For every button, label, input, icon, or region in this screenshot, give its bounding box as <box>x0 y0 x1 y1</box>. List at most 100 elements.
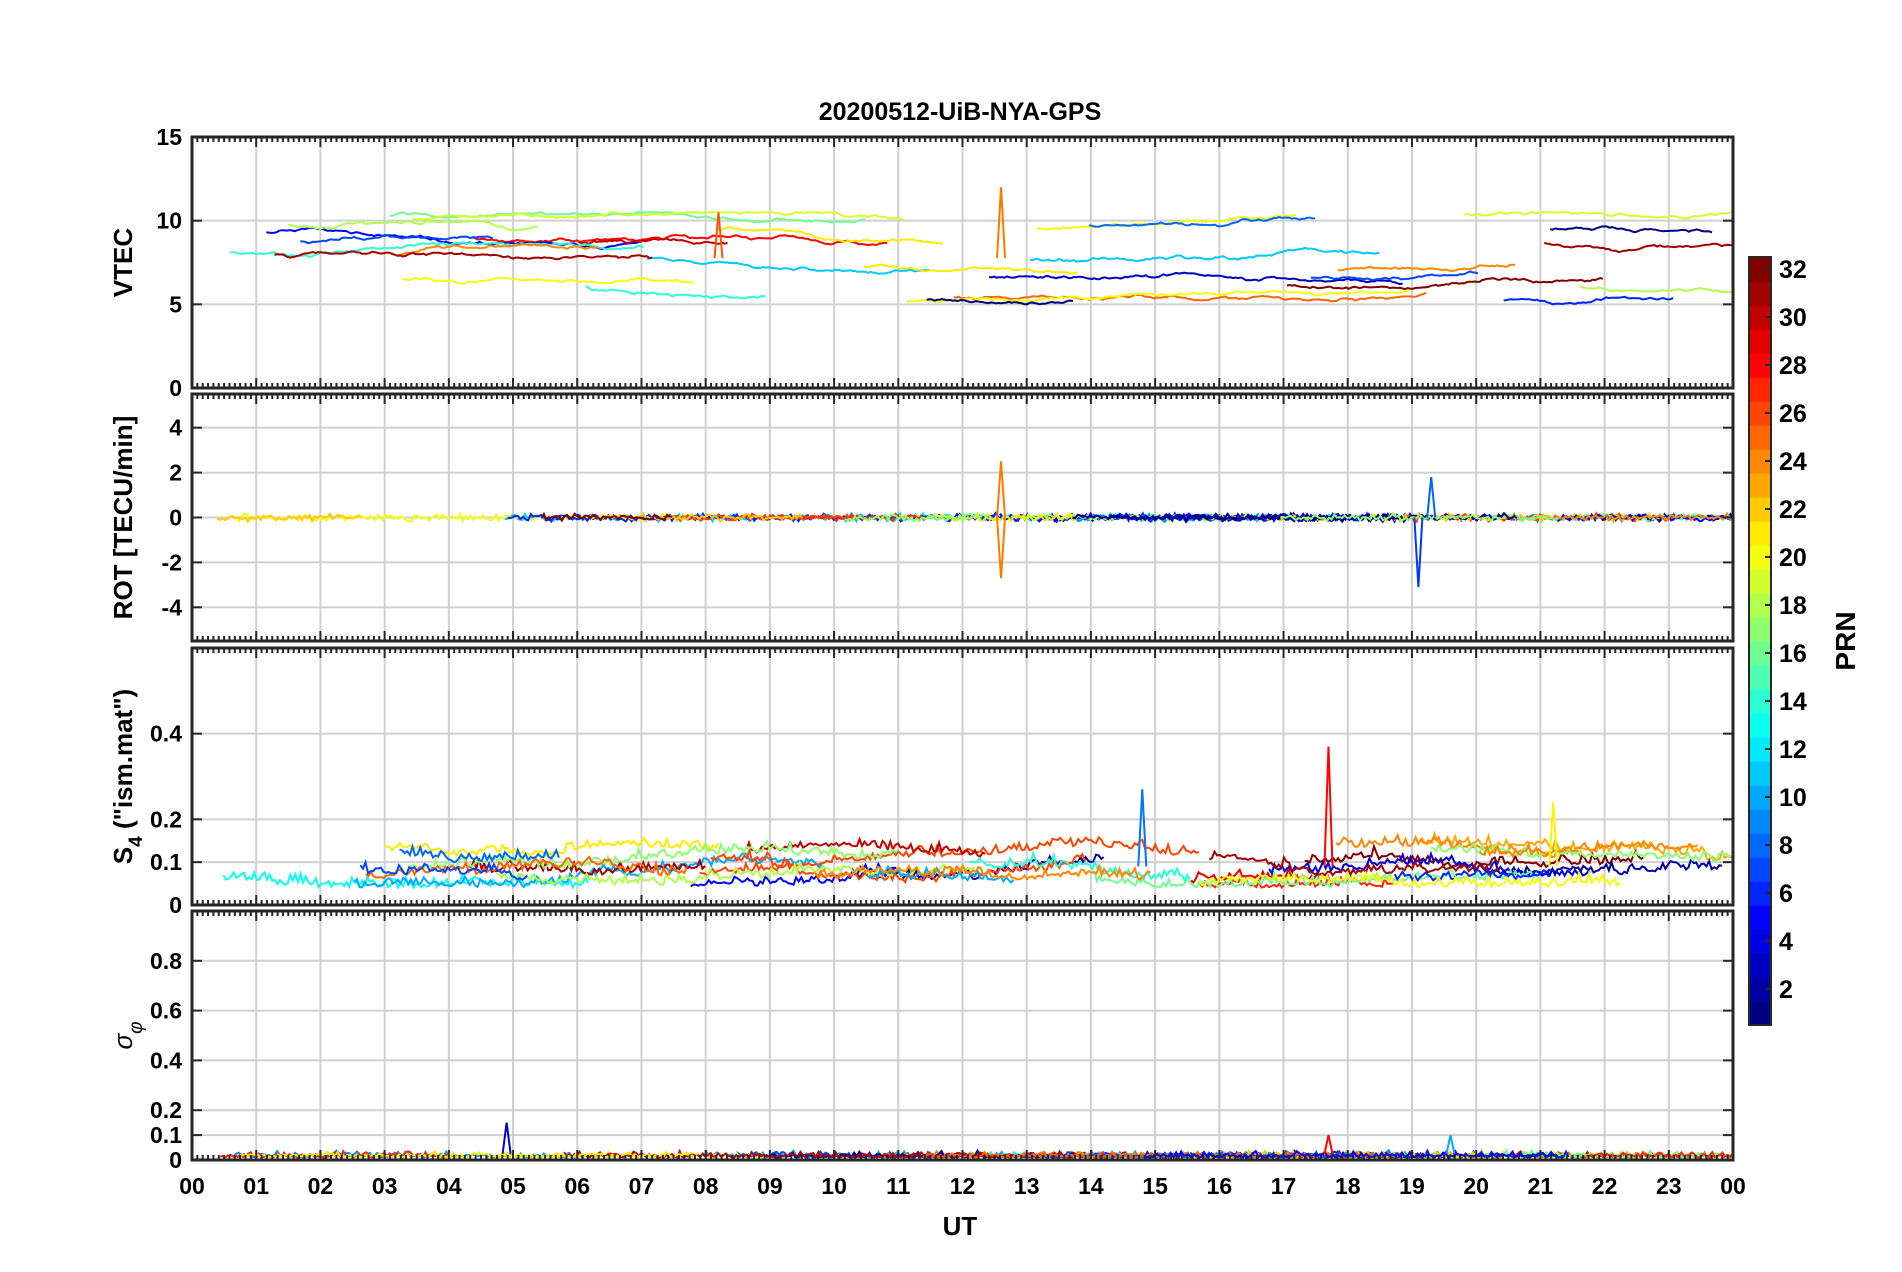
event-spike <box>1426 476 1437 518</box>
trace-prn-32 <box>540 511 673 523</box>
y-label-sub: φ <box>126 1021 147 1033</box>
colorbar-segment <box>1749 1001 1771 1026</box>
colorbar-segment <box>1749 881 1771 906</box>
event-spike <box>1548 802 1559 867</box>
colorbar-segment <box>1749 905 1771 930</box>
x-tick-label: 15 <box>1142 1173 1168 1199</box>
trace-prn-7 <box>1310 270 1479 282</box>
colorbar-tick-label: 28 <box>1779 352 1807 380</box>
x-tick-label: 21 <box>1528 1173 1554 1199</box>
y-tick-label: 5 <box>169 291 182 317</box>
y-label-main: σ <box>108 1033 138 1050</box>
trace-prn-20 <box>1036 214 1297 231</box>
event-spike <box>1137 789 1148 867</box>
traces-vtec <box>230 187 1732 306</box>
event-spike <box>1445 1134 1456 1154</box>
ticks-rot <box>191 394 1734 641</box>
colorbar-segment <box>1749 329 1771 354</box>
trace-prn-20 <box>906 289 1411 304</box>
y-tick-label: 4 <box>169 415 182 441</box>
trace-prn-17 <box>1280 512 1500 524</box>
x-tick-label: 17 <box>1271 1173 1297 1199</box>
grid-vtec <box>192 137 1733 388</box>
colorbar-segment <box>1749 713 1771 738</box>
colorbar-segment <box>1749 833 1771 858</box>
x-tick-label: 20 <box>1463 1173 1489 1199</box>
trace-prn-25 <box>365 855 688 879</box>
x-tick-label: 08 <box>693 1173 719 1199</box>
x-tick-label: 03 <box>372 1173 398 1199</box>
y-tick-label: 10 <box>156 208 182 234</box>
colorbar-segment <box>1749 761 1771 786</box>
colorbar-tick-label: 16 <box>1779 640 1807 668</box>
colorbar-segment <box>1749 665 1771 690</box>
trace-prn-24 <box>813 862 1151 881</box>
panel-s4: 00.10.20.4S4 ("ism.mat") <box>108 646 1735 918</box>
trace-prn-30 <box>578 237 728 245</box>
chart-title: 20200512-UiB-NYA-GPS <box>819 98 1102 126</box>
trace-prn-26 <box>699 852 1086 884</box>
x-tick-label: 11 <box>886 1173 911 1199</box>
x-tick-label: 07 <box>629 1173 655 1199</box>
colorbar-segment <box>1749 425 1771 450</box>
colorbar-segment <box>1749 305 1771 330</box>
event-spike <box>996 517 1007 579</box>
y-tick-label: 0.6 <box>150 998 182 1024</box>
colorbar-segment <box>1749 641 1771 666</box>
y-tick-label: 0 <box>169 505 182 531</box>
x-tick-label: 19 <box>1399 1173 1425 1199</box>
x-tick-label: 16 <box>1207 1173 1233 1199</box>
y-tick-label: 15 <box>156 124 182 150</box>
y-tick-label: 0.2 <box>150 1097 182 1123</box>
colorbar-segment <box>1749 569 1771 594</box>
trace-prn-18 <box>288 219 538 232</box>
colorbar-tick-label: 12 <box>1779 736 1807 764</box>
trace-prn-21 <box>384 836 720 858</box>
x-tick-label: 23 <box>1656 1173 1682 1199</box>
x-tick-label: 10 <box>821 1173 847 1199</box>
trace-prn-7 <box>359 858 528 881</box>
trace-prn-31 <box>1543 241 1732 254</box>
traces-s4 <box>222 746 1733 890</box>
trace-prn-17 <box>1430 841 1732 864</box>
x-tick-label: 01 <box>243 1173 269 1199</box>
colorbar-segment <box>1749 785 1771 810</box>
event-spike <box>1323 1134 1334 1154</box>
y-tick-label: -2 <box>162 549 182 575</box>
grid-sigma_phi <box>192 911 1733 1160</box>
trace-prn-24 <box>397 242 599 257</box>
colorbar-tick-label: 22 <box>1779 496 1807 524</box>
x-axis-label: UT <box>943 1211 978 1241</box>
colorbar-tick-label: 2 <box>1779 976 1793 1004</box>
colorbar-tick-label: 30 <box>1779 304 1807 332</box>
trace-prn-18 <box>1579 285 1732 294</box>
y-tick-label: 0 <box>169 1147 182 1173</box>
colorbar-tick-label: 4 <box>1779 928 1793 956</box>
trace-prn-6 <box>1393 868 1550 883</box>
trace-prn-7 <box>300 234 494 245</box>
y-label-sub: 4 <box>126 836 147 847</box>
colorbar-segment <box>1749 593 1771 618</box>
colorbar-tick-label: 20 <box>1779 544 1807 572</box>
x-tick-label: 09 <box>757 1173 783 1199</box>
trace-prn-4 <box>1268 850 1591 878</box>
x-tick-label: 04 <box>436 1173 462 1199</box>
colorbar-tick-label: 10 <box>1779 784 1807 812</box>
trace-prn-31 <box>274 250 652 261</box>
trace-prn-3 <box>988 271 1403 286</box>
panel-sigma_phi: 00.10.2 0.4 0.6 0.8 σφ <box>108 909 1735 1173</box>
trace-prn-11 <box>1030 246 1380 263</box>
trace-prn-17 <box>844 512 990 524</box>
x-tick-label: 22 <box>1592 1173 1618 1199</box>
trace-prn-19 <box>1463 211 1732 220</box>
trace-prn-8 <box>1088 215 1316 228</box>
trace-prn-1 <box>1550 225 1713 234</box>
trace-prn-17 <box>401 839 899 876</box>
event-spike <box>1323 746 1334 867</box>
ticks-s4 <box>191 648 1734 906</box>
colorbar-box <box>1748 256 1772 1026</box>
event-spike <box>996 187 1007 259</box>
x-tick-label: 00 <box>179 1173 205 1199</box>
